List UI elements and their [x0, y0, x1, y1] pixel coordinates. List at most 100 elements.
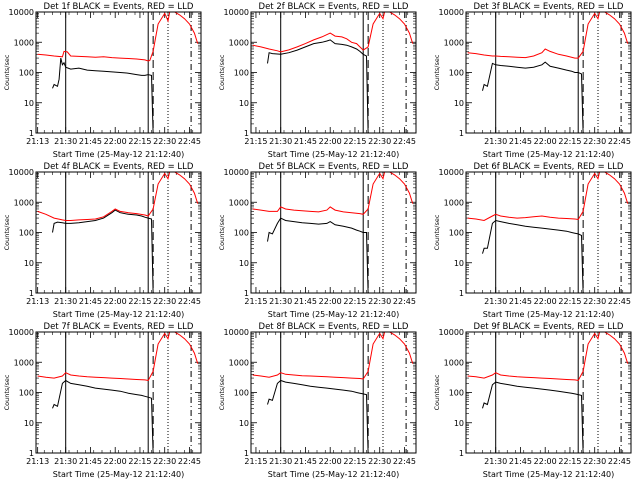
plot-frame [35, 171, 202, 294]
y-tick-label: 1000 [229, 198, 249, 207]
x-tick-label: 21:13 [26, 457, 49, 466]
events-series-line [52, 209, 154, 293]
y-axis-label: Counts/sec [433, 54, 441, 90]
x-tick-label: 22:45 [608, 457, 631, 466]
x-axis-label: Start Time (25-May-12 21:12:40) [53, 150, 184, 159]
x-tick-label: 21:45 [509, 297, 532, 306]
x-tick-label: 22:30 [153, 297, 176, 306]
y-tick-label: 10 [239, 419, 249, 428]
plot-frame [465, 171, 632, 294]
y-tick-label: 100 [449, 229, 464, 238]
x-tick-label: 22:15 [128, 297, 151, 306]
y-tick-label: 100 [449, 69, 464, 78]
y-tick-label: 10 [454, 99, 464, 108]
panel-2: Det 2f BLACK = Events, RED = LLD Counts/s… [218, 2, 417, 159]
panel-title: Det 6f BLACK = Events, RED = LLD [474, 162, 624, 172]
x-tick-label: 22:15 [343, 457, 366, 466]
x-tick-label: 22:00 [104, 297, 127, 306]
x-axis-label: Start Time (25-May-12 21:12:40) [483, 310, 614, 319]
y-tick-label: 10000 [439, 168, 464, 177]
y-tick-label: 10 [24, 99, 34, 108]
x-tick-label: 21:30 [484, 457, 507, 466]
y-tick-label: 1 [459, 449, 464, 458]
x-tick-label: 21:45 [509, 137, 532, 146]
x-axis-label: Start Time (25-May-12 21:12:40) [268, 310, 399, 319]
y-tick-label: 10000 [9, 8, 34, 17]
x-tick-label: 22:30 [153, 137, 176, 146]
y-tick-label: 10 [24, 259, 34, 268]
x-tick-label: 21:45 [79, 297, 102, 306]
x-tick-label: 22:00 [104, 137, 127, 146]
events-series-line [267, 379, 369, 453]
panel-5: Det 5f BLACK = Events, RED = LLD Counts/s… [218, 162, 417, 319]
x-tick-label: 21:30 [54, 137, 77, 146]
y-tick-label: 1000 [444, 38, 464, 47]
x-axis-label: Start Time (25-May-12 21:12:40) [53, 470, 184, 479]
y-tick-label: 10 [239, 259, 249, 268]
plot-frame [250, 11, 417, 134]
y-tick-label: 100 [19, 389, 34, 398]
y-axis-label: Counts/sec [3, 214, 11, 250]
panel-4: Det 4f BLACK = Events, RED = LLD Counts/s… [3, 162, 202, 319]
x-tick-label: 21:45 [294, 137, 317, 146]
lld-series-line [467, 12, 629, 59]
x-tick-label: 21:30 [269, 137, 292, 146]
y-tick-label: 10000 [9, 168, 34, 177]
x-tick-label: 22:45 [178, 137, 201, 146]
y-tick-label: 1000 [14, 38, 34, 47]
panel-title: Det 1f BLACK = Events, RED = LLD [44, 2, 194, 12]
y-tick-label: 10 [24, 419, 34, 428]
x-tick-label: 22:15 [343, 297, 366, 306]
x-tick-label: 22:00 [534, 137, 557, 146]
panel-7: Det 7f BLACK = Events, RED = LLD Counts/s… [3, 322, 202, 479]
panel-8: Det 8f BLACK = Events, RED = LLD Counts/s… [218, 322, 417, 479]
y-axis-label: Counts/sec [3, 54, 11, 90]
x-tick-label: 22:30 [583, 137, 606, 146]
y-tick-label: 1 [244, 129, 249, 138]
x-axis-label: Start Time (25-May-12 21:12:40) [483, 150, 614, 159]
x-tick-label: 22:30 [368, 457, 391, 466]
x-tick-label: 22:15 [558, 297, 581, 306]
y-axis-label: Counts/sec [433, 374, 441, 410]
y-axis-label: Counts/sec [433, 214, 441, 250]
x-tick-label: 21:30 [54, 457, 77, 466]
lld-series-line [252, 172, 414, 215]
x-tick-label: 22:00 [319, 137, 342, 146]
x-tick-label: 22:30 [583, 297, 606, 306]
x-tick-label: 21:30 [269, 297, 292, 306]
y-tick-label: 10000 [224, 8, 249, 17]
panel-6: Det 6f BLACK = Events, RED = LLD Counts/s… [433, 162, 632, 319]
x-tick-label: 22:45 [608, 297, 631, 306]
y-tick-label: 10000 [439, 8, 464, 17]
y-tick-label: 1 [244, 289, 249, 298]
x-tick-label: 22:30 [368, 297, 391, 306]
y-tick-label: 1000 [229, 358, 249, 367]
plot-frame [250, 171, 417, 294]
y-tick-label: 100 [234, 69, 249, 78]
x-tick-label: 21:15 [244, 137, 267, 146]
x-tick-label: 22:30 [153, 457, 176, 466]
x-tick-label: 21:45 [79, 137, 102, 146]
y-tick-label: 10000 [224, 328, 249, 337]
y-tick-label: 1000 [444, 198, 464, 207]
x-tick-label: 21:13 [26, 297, 49, 306]
x-tick-label: 22:45 [608, 137, 631, 146]
x-axis-label: Start Time (25-May-12 21:12:40) [268, 470, 399, 479]
events-series-line [267, 39, 369, 133]
y-tick-label: 100 [234, 229, 249, 238]
y-tick-label: 100 [449, 389, 464, 398]
panel-title: Det 2f BLACK = Events, RED = LLD [259, 2, 409, 12]
panel-9: Det 9f BLACK = Events, RED = LLD Counts/s… [433, 322, 632, 479]
plot-frame [35, 331, 202, 454]
events-series-line [482, 219, 584, 293]
x-tick-label: 22:15 [128, 137, 151, 146]
x-axis-label: Start Time (25-May-12 21:12:40) [53, 310, 184, 319]
x-tick-label: 21:30 [269, 457, 292, 466]
y-tick-label: 10 [239, 99, 249, 108]
x-tick-label: 21:15 [244, 457, 267, 466]
x-tick-label: 22:30 [368, 137, 391, 146]
y-axis-label: Counts/sec [218, 374, 226, 410]
x-tick-label: 21:30 [54, 297, 77, 306]
x-tick-label: 22:45 [393, 137, 416, 146]
events-series-line [52, 57, 154, 133]
